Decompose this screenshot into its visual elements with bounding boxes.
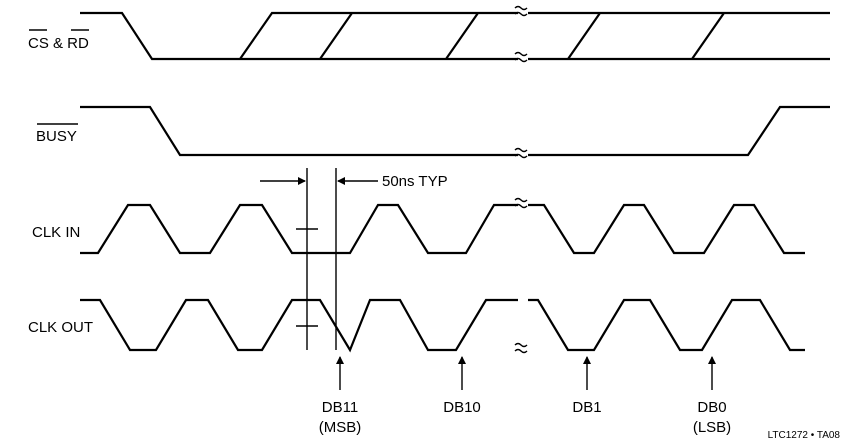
clk-out-waveform — [80, 298, 805, 353]
bit-label-db10: DB10 — [443, 399, 481, 416]
busy-waveform — [80, 105, 830, 157]
bit-label-db11: DB11 — [322, 399, 358, 416]
bit-sublabel-lsb: (LSB) — [693, 419, 731, 436]
signal-label-busy: BUSY — [36, 128, 77, 145]
signal-label-cs-rd: CS & RD — [28, 35, 89, 52]
figure-id: LTC1272 • TA08 — [768, 430, 841, 441]
signal-label-clk-out: CLK OUT — [28, 319, 93, 336]
bit-sublabel-msb: (MSB) — [319, 419, 362, 436]
clk-in-waveform — [80, 203, 805, 255]
signal-label-clk-in: CLK IN — [32, 224, 80, 241]
cs-rd-waveform — [80, 11, 830, 61]
timing-annotation: 50ns TYP — [382, 173, 448, 190]
bit-label-db0: DB0 — [697, 399, 726, 416]
break-markers — [514, 5, 528, 354]
bit-label-db1: DB1 — [572, 399, 601, 416]
